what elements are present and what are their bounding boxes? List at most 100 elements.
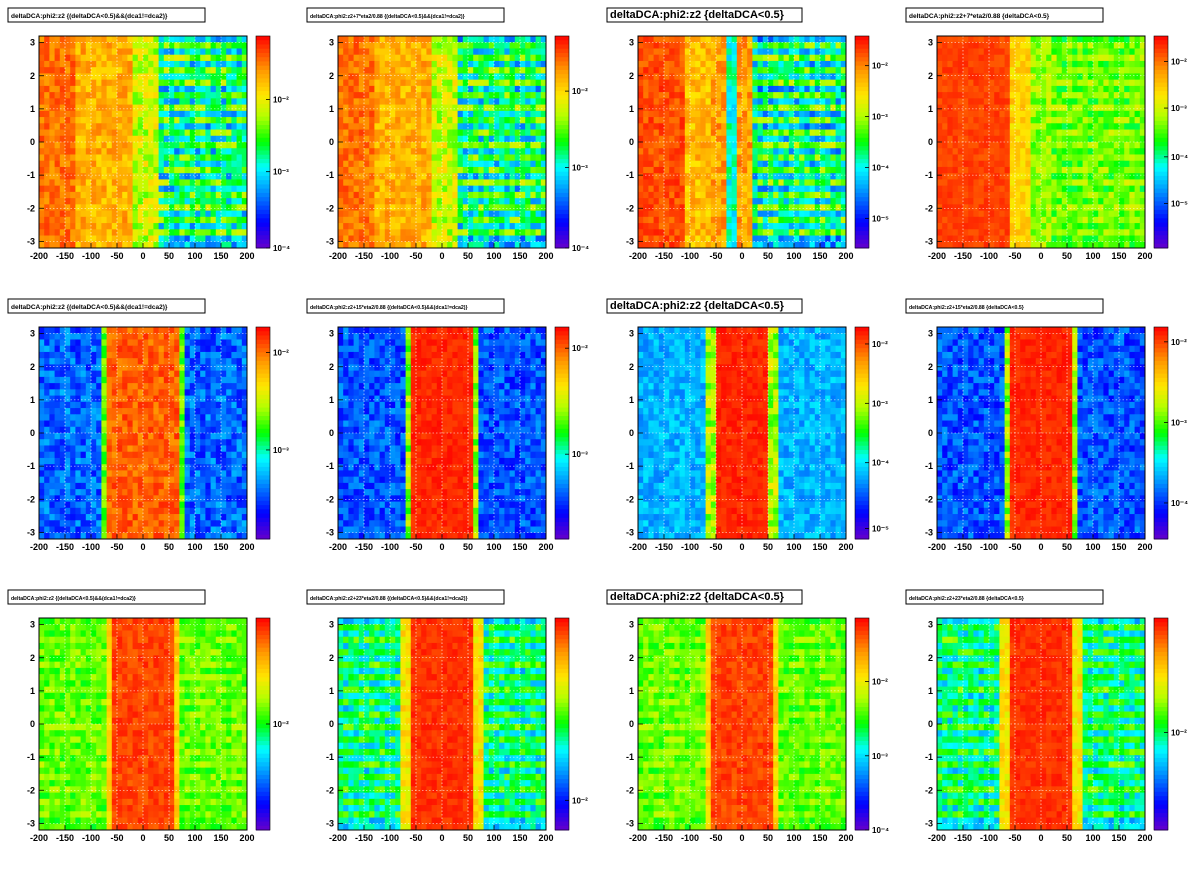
heatmap-cell [364,54,370,62]
heatmap-cell [65,85,71,93]
heatmap-cell [348,198,354,205]
heatmap-cell [747,235,753,243]
x-tick-label: 100 [187,251,202,261]
heatmap-cell [674,185,680,193]
heatmap-cell [226,48,232,56]
heatmap-cell [757,104,764,112]
color-scale-step [256,133,270,139]
heatmap-cell [783,179,790,187]
heatmap-cell [44,173,50,180]
heatmap-cell [757,179,764,187]
color-scale-step [256,44,270,50]
heatmap-cell [369,166,375,174]
heatmap-cell [721,142,727,149]
heatmap-cell [106,179,113,187]
heatmap-cell [742,54,748,62]
heatmap-cell [236,179,243,187]
heatmap-cell [483,185,490,193]
color-scale-step [256,231,270,236]
heatmap-cell [973,36,979,43]
heatmap-cell [75,42,81,49]
heatmap-cell [189,154,196,162]
heatmap-cell [179,42,185,49]
heatmap-cell [343,48,349,56]
heatmap-cell [395,166,401,174]
heatmap-cell [1025,85,1031,93]
heatmap-cell [70,129,76,137]
heatmap-cell [65,73,71,81]
heatmap-cell [132,173,139,180]
heatmap-cell [364,73,370,81]
heatmap-cell [778,129,784,137]
heatmap-cell [530,241,536,249]
heatmap-cell [468,98,474,105]
heatmap-cell [410,160,417,168]
heatmap-cell [179,73,185,81]
heatmap-cell [535,173,542,180]
heatmap-cell [820,154,826,162]
heatmap-cell [236,48,243,56]
heatmap-cell [799,129,805,137]
heatmap-cell [514,79,521,87]
heatmap-cell [989,73,995,81]
heatmap-cell [200,54,206,62]
heatmap-cell [773,54,779,62]
heatmap-cell [679,85,686,93]
heatmap-cell [205,179,211,187]
heatmap-cell [820,210,826,218]
heatmap-cell [494,160,500,168]
color-scale-step [855,175,869,181]
heatmap-cell [169,148,175,155]
heatmap-cell [794,235,800,243]
heatmap-cell [664,142,670,149]
heatmap-cell [947,110,953,118]
heatmap-cell [768,104,774,112]
heatmap-cell [117,179,123,187]
heatmap-cell [452,166,458,174]
heatmap-cell [710,154,717,162]
x-tick-label: 100 [486,251,501,261]
heatmap-cell [210,241,217,249]
heatmap-cell [942,54,948,62]
heatmap-cell [509,229,516,236]
heatmap-cell [752,223,758,230]
heatmap-cell [674,166,680,174]
heatmap-cell [143,179,149,187]
heatmap-cell [983,79,990,87]
title-box [606,7,803,23]
heatmap-cell [117,73,123,81]
heatmap-cell [488,173,495,180]
color-scale-step [256,112,270,118]
heatmap-cell [721,191,727,199]
heatmap-cell [174,235,180,243]
heatmap-cell [189,54,196,62]
heatmap-cell [540,60,547,68]
heatmap-cell [648,204,654,211]
heatmap-cell [436,204,443,211]
heatmap-cell [530,129,536,137]
heatmap-cell [794,60,800,68]
heatmap-cell [648,104,654,112]
heatmap-cell [189,210,196,218]
heatmap-cell [226,117,232,124]
color-scale-step [256,205,270,211]
heatmap-cell [436,129,443,137]
heatmap-cell [804,210,810,218]
heatmap-cell [85,185,92,193]
color-scale-step [555,209,569,215]
heatmap-cell [85,36,92,43]
heatmap-cell [525,36,531,43]
heatmap-cell [768,235,774,243]
heatmap-cell [59,85,66,93]
heatmap-cell [773,67,779,74]
heatmap-cell [700,42,706,49]
heatmap-cell [96,129,102,137]
heatmap-cell [658,104,665,112]
heatmap-cell [221,210,227,218]
heatmap-cell [343,229,349,236]
heatmap-cell [705,179,712,187]
heatmap-cell [111,241,118,249]
heatmap-cell [762,117,769,124]
heatmap-cell [768,185,774,193]
heatmap-cell [189,179,196,187]
